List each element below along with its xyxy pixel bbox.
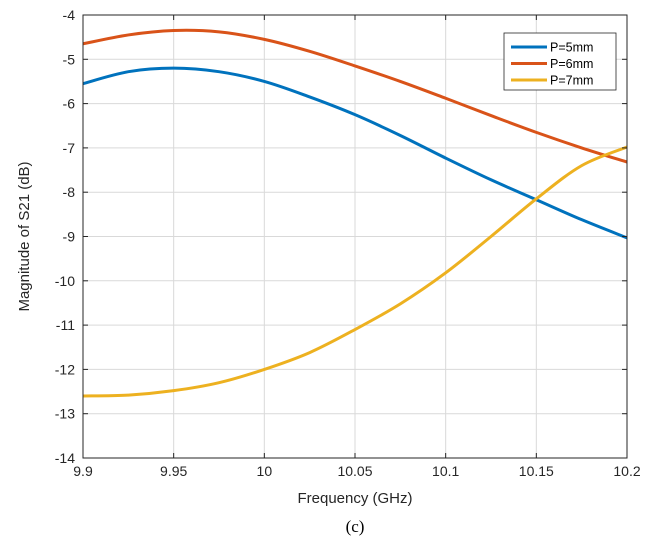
x-tick-label: 9.9 [73,463,93,479]
y-tick-label: -4 [63,7,76,23]
series-lines [82,28,628,398]
figure-caption: (c) [346,517,365,536]
y-axis-label: Magnitude of S21 (dB) [16,161,33,311]
series-line-p-6mm [82,28,628,164]
x-tick-label: 9.95 [160,463,187,479]
y-tick-label: -5 [63,51,76,67]
legend: P=5mm P=6mm P=7mm [503,32,617,91]
x-tick-label: 10 [257,463,273,479]
legend-label: P=7mm [550,74,593,88]
legend-label: P=6mm [550,57,593,71]
y-tick-label: -8 [63,184,76,200]
y-tick-label: -13 [55,406,75,422]
y-tick-label: -7 [63,140,76,156]
x-tick-label: 10.15 [519,463,554,479]
y-tick-label: -9 [63,229,76,245]
tick-labels: 9.9 9.95 10 10.05 10.1 10.15 10.2 -4 -5 -6 -7 -8 -9 -… [55,7,641,479]
x-tick-label: 10.05 [337,463,372,479]
axis-ticks [82,14,628,459]
x-axis-label: Frequency (GHz) [297,490,412,507]
legend-label: P=5mm [550,41,593,55]
y-tick-label: -11 [56,317,75,333]
series-line-p-7mm [82,145,628,398]
y-tick-label: -14 [55,450,75,466]
y-tick-label: -12 [55,361,75,377]
y-tick-label: -6 [63,96,76,112]
x-tick-label: 10.1 [432,463,459,479]
y-tick-label: -10 [55,273,75,289]
x-tick-label: 10.2 [613,463,640,479]
